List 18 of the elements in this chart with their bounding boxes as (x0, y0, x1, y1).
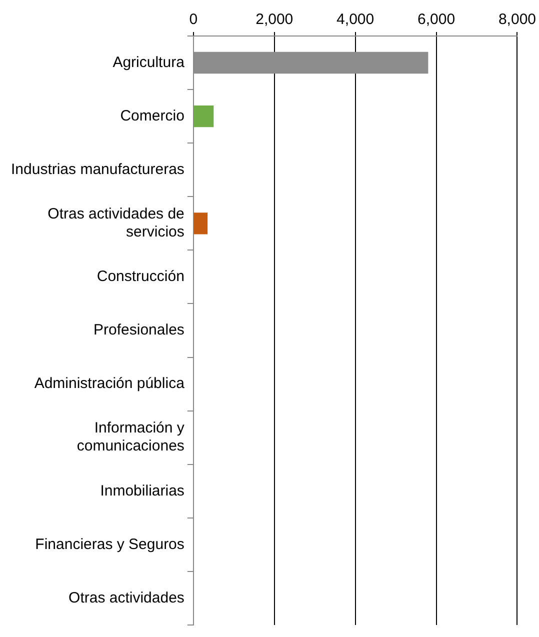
x-tick-label: 6,000 (418, 11, 456, 28)
x-tick-label: 0 (189, 11, 198, 28)
x-tick-label: 8,000 (498, 11, 536, 28)
y-tick-label: Administración pública (34, 375, 186, 392)
y-tick-label: Profesionales (94, 322, 184, 339)
x-tick-label: 4,000 (336, 11, 374, 28)
bar (194, 212, 208, 234)
bar (194, 105, 214, 128)
y-tick-label: Industrias manufactureras (10, 161, 184, 178)
y-tick-label: Comercio (120, 107, 184, 124)
y-tick-label: Información y comunicaciones (76, 420, 185, 455)
y-tick-label: Agricultura (112, 54, 186, 71)
x-tick-label: 2,000 (256, 11, 294, 28)
y-tick-label: Otras actividades (68, 589, 184, 606)
y-tick-label: Financieras y Seguros (35, 536, 184, 553)
y-tick-label: Construcción (96, 268, 184, 286)
y-tick-label: Inmobiliarias (100, 482, 184, 500)
y-tick-label: Otras actividades de servicios (48, 206, 184, 241)
